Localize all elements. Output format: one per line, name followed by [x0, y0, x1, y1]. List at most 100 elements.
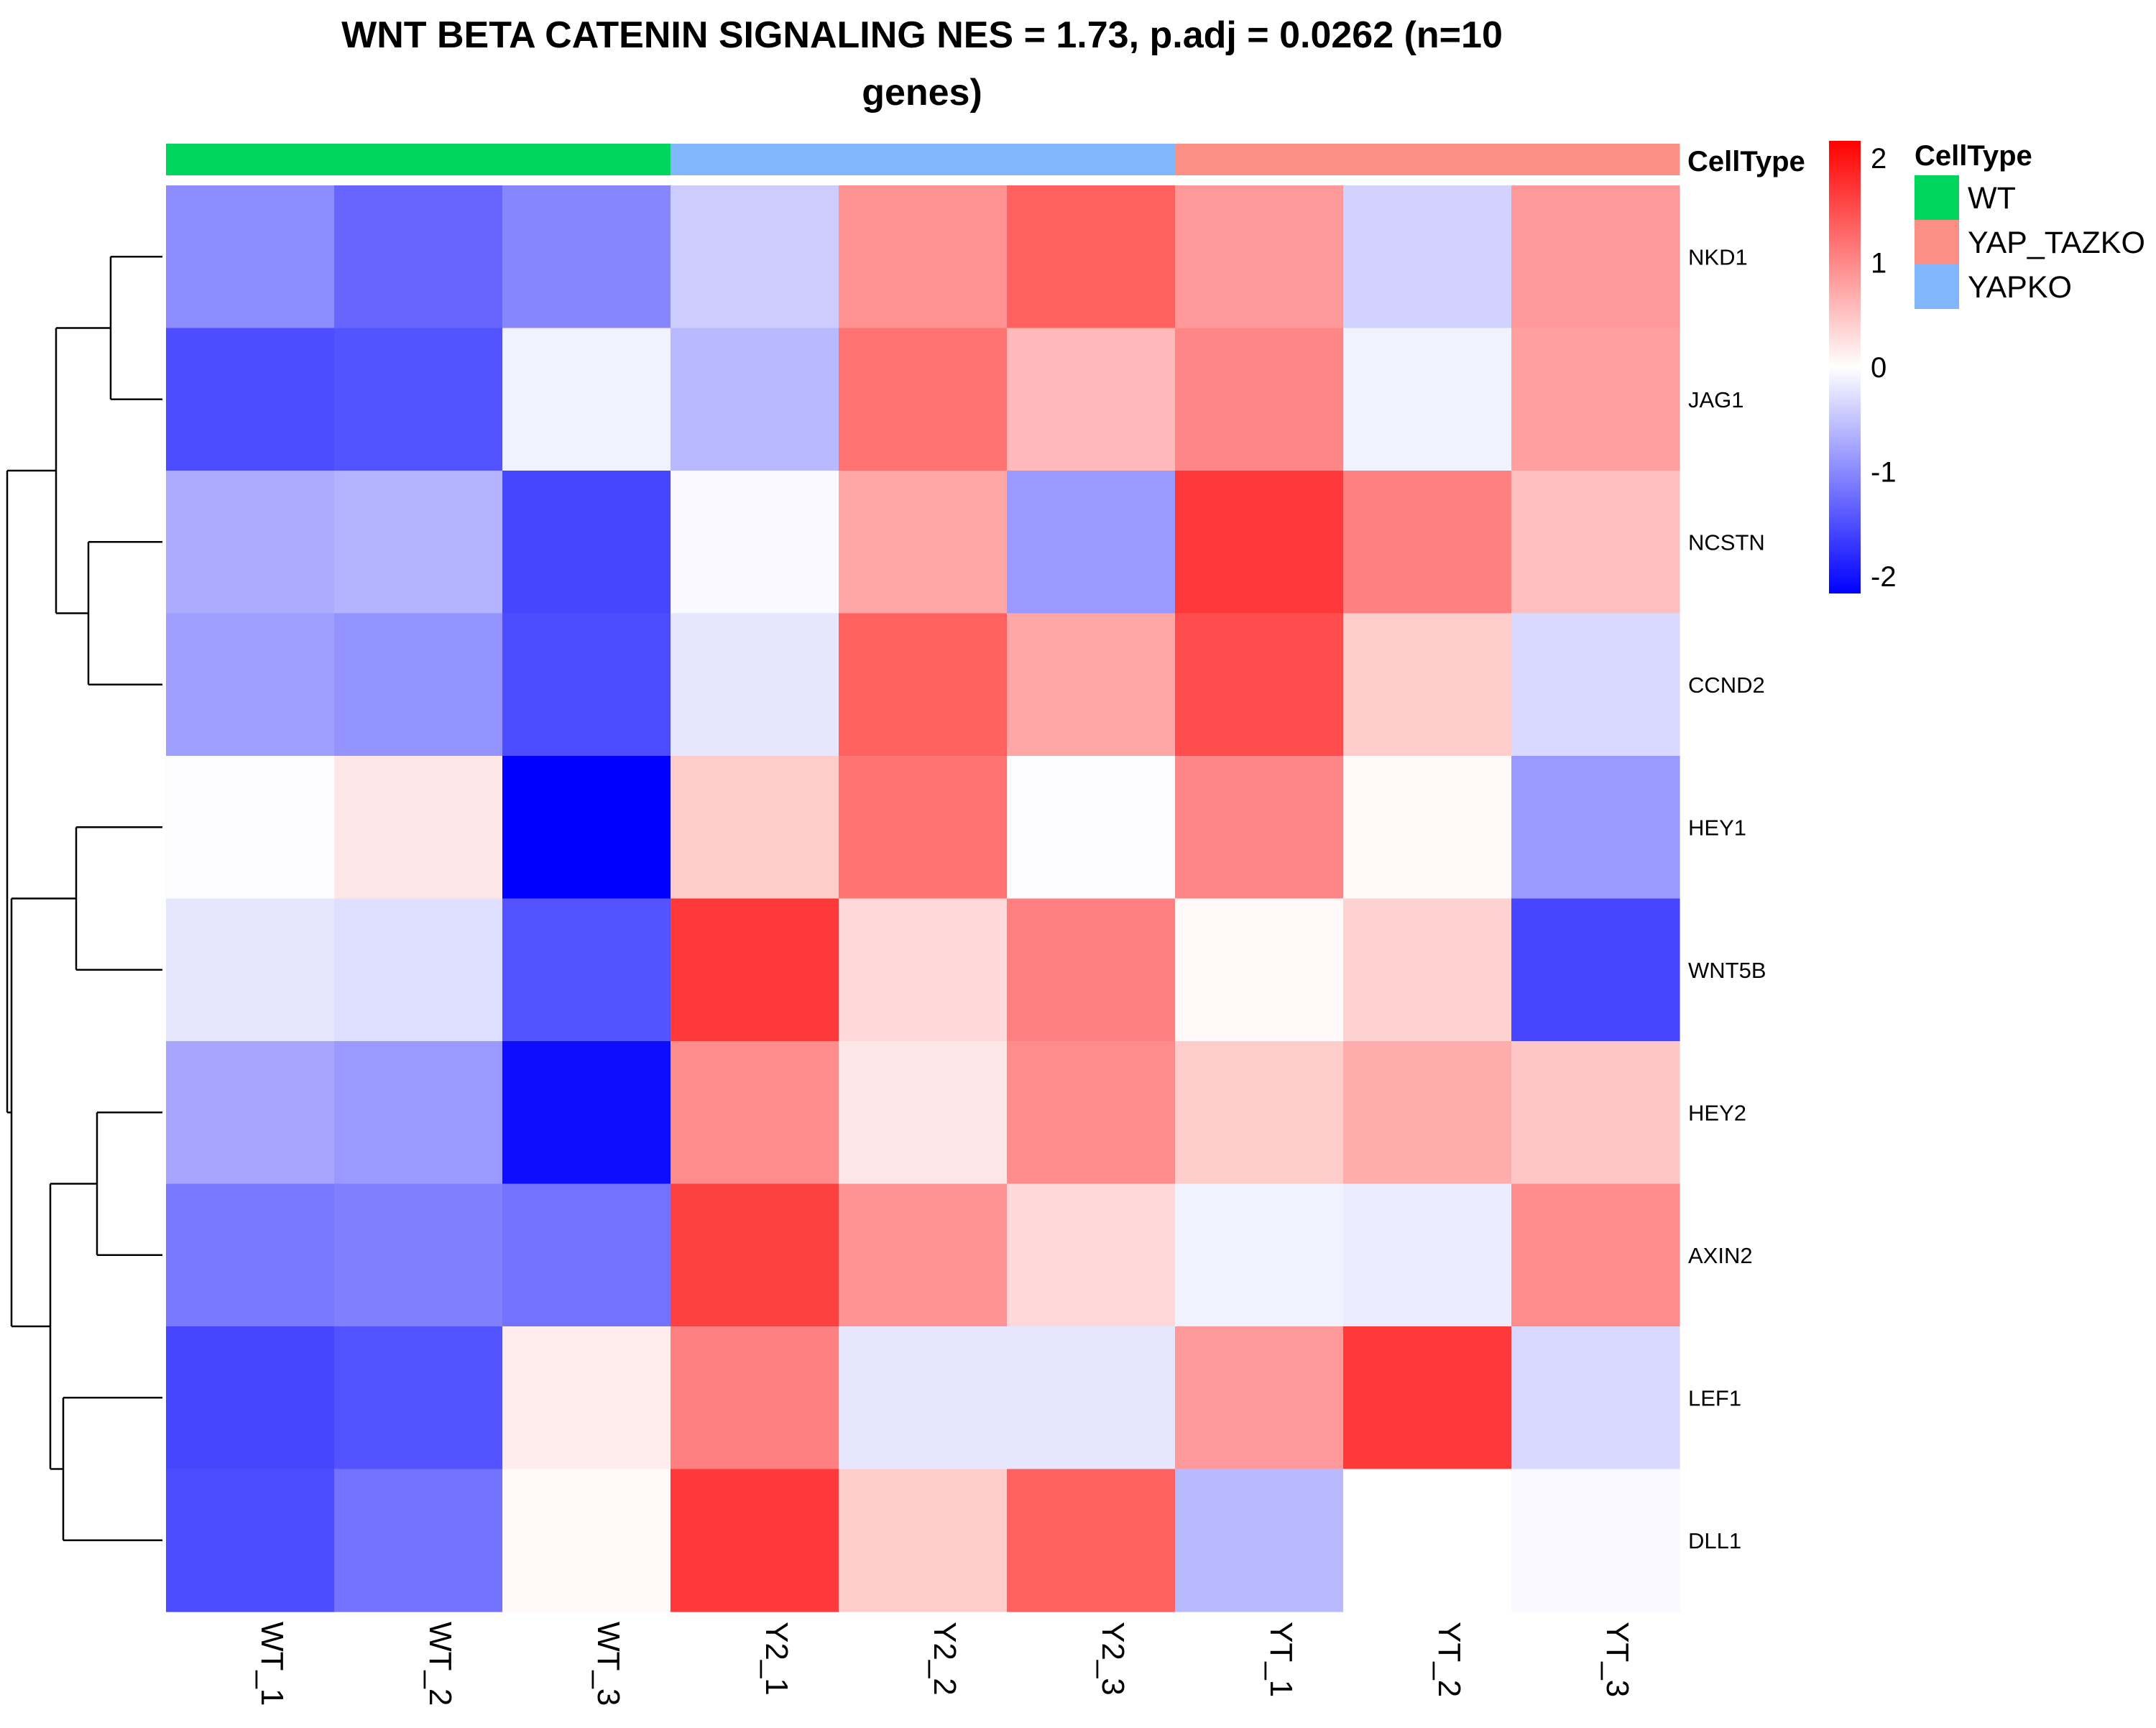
heatmap-cell: [166, 898, 335, 1042]
heatmap-cell: [502, 1041, 671, 1185]
heatmap-cell: [671, 1326, 839, 1470]
heatmap-cell: [671, 898, 839, 1042]
heatmap-cell: [1343, 185, 1512, 329]
row-label: AXIN2: [1688, 1243, 1753, 1268]
color-scale-tick-label: -2: [1871, 561, 1897, 593]
column-label: YT_1: [1263, 1622, 1299, 1697]
heatmap-cell: [839, 756, 1008, 900]
heatmap-cell: [1175, 1183, 1344, 1327]
heatmap-cell: [166, 328, 335, 471]
annotation-legend-swatch: [1915, 175, 1959, 220]
color-scale-tick-label: 1: [1871, 248, 1886, 279]
heatmap-cell: [1007, 1041, 1176, 1185]
heatmap-cell: [1343, 1326, 1512, 1470]
column-label: YT_2: [1432, 1622, 1467, 1697]
heatmap-cell: [671, 185, 839, 329]
row-label: HEY2: [1688, 1100, 1746, 1125]
heatmap-cell: [1007, 471, 1176, 614]
heatmap-cell: [502, 1326, 671, 1470]
column-labels: WT_1 WT_2 WT_3 Y2_1 Y2_2 Y2_3 YT_1 YT_2 YT_3: [254, 1622, 1635, 1706]
heatmap-cell: [1007, 328, 1176, 471]
heatmap-cell: [1175, 1469, 1344, 1612]
heatmap-cell: [1511, 756, 1680, 900]
heatmap-cell: [1343, 613, 1512, 757]
heatmap-cell: [334, 471, 503, 614]
column-label: Y2_2: [927, 1622, 962, 1696]
heatmap-cell: [1343, 1183, 1512, 1327]
heatmap-cell: [1511, 1041, 1680, 1185]
heatmap-cell: [1511, 898, 1680, 1042]
heatmap-cell: [502, 328, 671, 471]
color-scale-tick-label: 0: [1871, 352, 1886, 384]
heatmap-cell: [166, 1183, 335, 1327]
color-scale-tick-label: -1: [1871, 457, 1897, 489]
heatmap-cell: [1511, 328, 1680, 471]
heatmap-cell: [1175, 1041, 1344, 1185]
heatmap-cell: [1007, 756, 1176, 900]
heatmap-cell: [166, 1469, 335, 1612]
column-label: Y2_1: [759, 1622, 794, 1696]
heatmap-cell: [166, 1041, 335, 1185]
heatmap-cell: [1343, 328, 1512, 471]
column-label: WT_3: [591, 1622, 626, 1706]
row-label: HEY1: [1688, 815, 1746, 840]
row-label: NCSTN: [1688, 530, 1765, 555]
column-label: WT_1: [254, 1622, 290, 1706]
heatmap-cell: [671, 1183, 839, 1327]
heatmap-cell: [502, 613, 671, 757]
annotation-legend-swatch: [1915, 220, 1959, 264]
annotation-legend-label: YAP_TAZKO: [1968, 226, 2145, 260]
annotation-legend-swatch: [1915, 264, 1959, 309]
color-scale-bar: [1829, 141, 1861, 593]
heatmap-cell: [1343, 1041, 1512, 1185]
heatmap-cell: [1007, 1469, 1176, 1612]
heatmap-cell: [1007, 1183, 1176, 1327]
annotation-bar: [166, 144, 1680, 175]
row-dendrogram: [6, 256, 162, 1541]
heatmap-cell: [166, 756, 335, 900]
annotation-bar-cell: [671, 144, 839, 175]
heatmap-cell: [671, 471, 839, 614]
heatmap-cell: [334, 185, 503, 329]
heatmap-cell: [671, 1041, 839, 1185]
heatmap-cell: [1511, 471, 1680, 614]
column-label: Y2_3: [1095, 1622, 1130, 1696]
row-label: LEF1: [1688, 1385, 1741, 1410]
heatmap-cell: [671, 756, 839, 900]
heatmap-cell: [334, 756, 503, 900]
row-label: DLL1: [1688, 1528, 1741, 1553]
heatmap-cell: [334, 1326, 503, 1470]
annotation-bar-cell: [1343, 144, 1512, 175]
heatmap-cell: [502, 756, 671, 900]
heatmap-cell: [166, 471, 335, 614]
heatmap-cell: [1343, 756, 1512, 900]
annotation-bar-cell: [334, 144, 503, 175]
row-labels: NKD1 JAG1 NCSTN CCND2 HEY1 WNT5B HEY2 AXIN2 LEF1…: [1688, 244, 1766, 1553]
row-label: CCND2: [1688, 673, 1765, 698]
chart-title-line-2: genes): [862, 72, 982, 114]
annotation-bar-cell: [1511, 144, 1680, 175]
heatmap-cell: [334, 613, 503, 757]
heatmap-cell: [1343, 898, 1512, 1042]
heatmap-cell: [839, 1041, 1008, 1185]
annotation-bar-cell: [1007, 144, 1176, 175]
heatmap-cell: [502, 1469, 671, 1612]
annotation-bar-cell: [839, 144, 1008, 175]
heatmap-cell: [1511, 185, 1680, 329]
heatmap-cell: [839, 898, 1008, 1042]
heatmap-cell: [839, 328, 1008, 471]
heatmap-cell: [334, 1183, 503, 1327]
heatmap-cell: [334, 1041, 503, 1185]
heatmap-cell: [1007, 1326, 1176, 1470]
annotation-bar-cell: [1175, 144, 1344, 175]
heatmap-cell: [1511, 1469, 1680, 1612]
chart-title-line-1: WNT BETA CATENIN SIGNALING NES = 1.73, p…: [341, 14, 1503, 56]
color-scale-tick-label: 2: [1871, 143, 1886, 175]
column-label: YT_3: [1600, 1622, 1635, 1697]
heatmap-cell: [1175, 328, 1344, 471]
column-label: WT_2: [423, 1622, 458, 1706]
heatmap-cell: [502, 898, 671, 1042]
color-scale-legend: 2 1 0 -1 -2: [1829, 141, 1897, 593]
